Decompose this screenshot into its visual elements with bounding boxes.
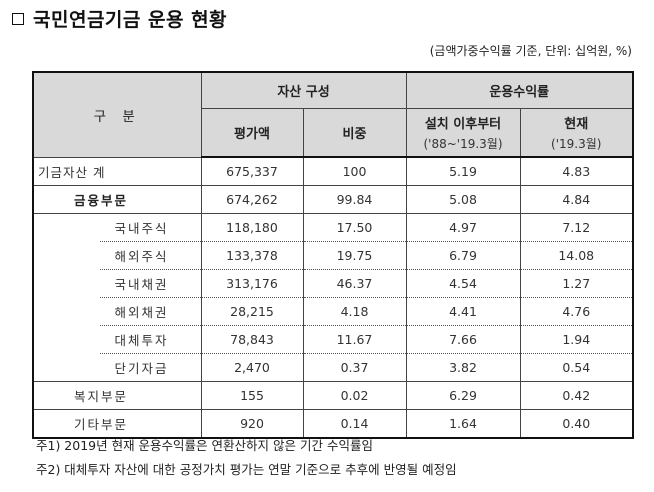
cell-since-inception: 5.08 (405, 185, 521, 214)
row-label: 국내채권 (32, 268, 202, 298)
dotted-divider (100, 240, 201, 242)
table-row: 국내주식 118,180 17.50 4.97 7.12 (32, 213, 634, 242)
page-title: 국민연금기금 운용 현황 (12, 5, 227, 32)
header-return-rate: 운용수익률 (405, 71, 634, 109)
cell-valuation: 133,378 (200, 241, 304, 270)
cell-valuation: 28,215 (200, 297, 304, 326)
cell-valuation: 674,262 (200, 185, 304, 214)
cell-valuation: 155 (200, 381, 304, 410)
header-asset-composition: 자산 구성 (200, 71, 407, 109)
header-weight: 비중 (302, 108, 407, 158)
cell-weight: 19.75 (302, 241, 407, 270)
cell-valuation: 675,337 (200, 157, 304, 186)
table-row: 단기자금 2,470 0.37 3.82 0.54 (32, 352, 634, 382)
row-label-text: 해외주식 (114, 249, 169, 264)
cell-since-inception: 4.97 (405, 213, 521, 242)
cell-since-inception: 5.19 (405, 157, 521, 186)
cell-current: 1.27 (519, 269, 634, 298)
cell-current: 14.08 (519, 241, 634, 270)
cell-current: 4.84 (519, 185, 634, 214)
table-row: 금융부문 674,262 99.84 5.08 4.84 (32, 185, 634, 214)
row-label-text: 단기자금 (114, 360, 169, 376)
cell-weight: 11.67 (302, 325, 407, 354)
row-label: 대체투자 (32, 324, 202, 354)
cell-current: 1.94 (519, 325, 634, 354)
table-row: 국내채권 313,176 46.37 4.54 1.27 (32, 268, 634, 298)
header-since-inception-label: 설치 이후부터 (424, 117, 502, 132)
dotted-divider (100, 324, 201, 326)
cell-weight: 99.84 (302, 185, 407, 214)
fund-status-table: 구 분 자산 구성 운용수익률 평가액 비중 설치 이후부터 ('88~'19.… (32, 71, 634, 439)
cell-current: 0.42 (519, 381, 634, 410)
row-label-text: 해외채권 (114, 305, 169, 320)
table-row: 해외채권 28,215 4.18 4.41 4.76 (32, 296, 634, 326)
cell-since-inception: 6.79 (405, 241, 521, 270)
table-row: 기타부문 920 0.14 1.64 0.40 (32, 409, 634, 438)
cell-valuation: 2,470 (200, 353, 304, 382)
row-label: 복지부문 (32, 381, 202, 410)
cell-since-inception: 3.82 (405, 353, 521, 382)
dotted-divider (100, 296, 201, 298)
table-row: 기금자산 계 675,337 100 5.19 4.83 (32, 157, 634, 186)
row-label-text: 국내채권 (114, 277, 169, 292)
cell-weight: 0.14 (302, 409, 407, 438)
cell-valuation: 313,176 (200, 269, 304, 298)
footnote-1: 주1) 2019년 현재 운용수익률은 연환산하지 않은 기간 수익률임 (36, 438, 373, 453)
table-row: 해외주식 133,378 19.75 6.79 14.08 (32, 240, 634, 270)
row-label: 해외채권 (32, 296, 202, 326)
unit-note: (금액가중수익률 기준, 단위: 십억원, %) (429, 44, 632, 58)
cell-since-inception: 4.54 (405, 269, 521, 298)
cell-weight: 4.18 (302, 297, 407, 326)
cell-valuation: 78,843 (200, 325, 304, 354)
cell-current: 4.83 (519, 157, 634, 186)
page-title-text: 국민연금기금 운용 현황 (33, 9, 228, 31)
cell-since-inception: 4.41 (405, 297, 521, 326)
cell-since-inception: 6.29 (405, 381, 521, 410)
table-row: 대체투자 78,843 11.67 7.66 1.94 (32, 324, 634, 354)
cell-weight: 100 (302, 157, 407, 186)
cell-current: 7.12 (519, 213, 634, 242)
row-label-text: 대체투자 (114, 333, 169, 348)
header-valuation: 평가액 (200, 108, 304, 158)
table-row: 복지부문 155 0.02 6.29 0.42 (32, 381, 634, 410)
row-label: 단기자금 (32, 352, 202, 382)
header-since-inception-period: ('88~'19.3월) (423, 137, 503, 151)
cell-current: 0.54 (519, 353, 634, 382)
row-label: 해외주식 (32, 240, 202, 270)
cell-valuation: 118,180 (200, 213, 304, 242)
checkbox-square-icon (12, 12, 24, 25)
cell-valuation: 920 (200, 409, 304, 438)
row-label: 기금자산 계 (32, 157, 202, 186)
cell-current: 4.76 (519, 297, 634, 326)
cell-weight: 0.02 (302, 381, 407, 410)
footnote-2: 주2) 대체투자 자산에 대한 공정가치 평가는 연말 기준으로 추후에 반영될… (36, 462, 457, 477)
header-since-inception: 설치 이후부터 ('88~'19.3월) (405, 108, 521, 158)
footnotes: 주1) 2019년 현재 운용수익률은 연환산하지 않은 기간 수익률임 주2)… (36, 434, 457, 482)
cell-current: 0.40 (519, 409, 634, 438)
row-label: 국내주식 (32, 213, 202, 242)
cell-since-inception: 7.66 (405, 325, 521, 354)
cell-weight: 0.37 (302, 353, 407, 382)
header-current: 현재 ('19.3월) (519, 108, 634, 158)
header-current-period: ('19.3월) (551, 137, 602, 151)
row-label: 금융부문 (32, 185, 202, 214)
header-current-label: 현재 (564, 117, 589, 132)
cell-weight: 46.37 (302, 269, 407, 298)
row-label: 기타부문 (32, 409, 202, 438)
dotted-divider (100, 352, 201, 354)
cell-weight: 17.50 (302, 213, 407, 242)
header-category: 구 분 (32, 71, 202, 158)
dotted-divider (100, 268, 201, 270)
